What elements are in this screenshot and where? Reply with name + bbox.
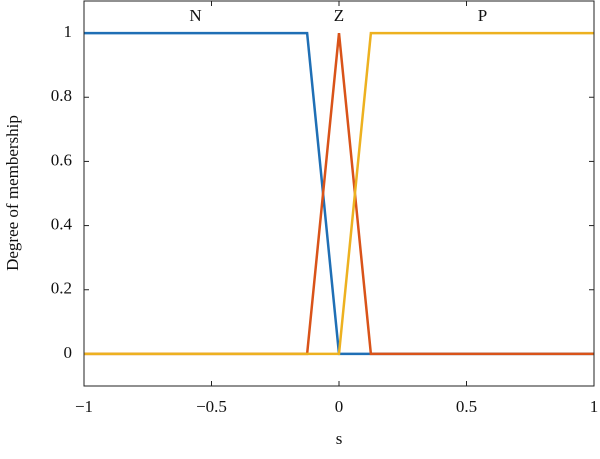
y-tick-label: 1: [64, 22, 73, 41]
series-line: [84, 32, 594, 356]
series-line: [84, 31, 594, 356]
series-line: [84, 31, 594, 356]
y-tick-label: 0.6: [51, 150, 72, 169]
x-tick-label: 1: [590, 397, 599, 416]
y-axis-label: Degree of membership: [3, 115, 22, 271]
x-tick-label: 0: [335, 397, 344, 416]
series-label: N: [189, 6, 201, 25]
y-tick-label: 0: [64, 343, 73, 362]
y-tick-label: 0.4: [51, 214, 73, 233]
series-label: Z: [334, 6, 344, 25]
x-tick-label: −1: [75, 397, 93, 416]
y-tick-label: 0.2: [51, 279, 72, 298]
x-axis-label: s: [336, 429, 343, 448]
x-tick-label: 0.5: [456, 397, 477, 416]
plot-frame: [83, 0, 595, 387]
x-tick-label: −0.5: [196, 397, 227, 416]
y-tick-label: 0.8: [51, 86, 72, 105]
series-label: P: [478, 6, 487, 25]
